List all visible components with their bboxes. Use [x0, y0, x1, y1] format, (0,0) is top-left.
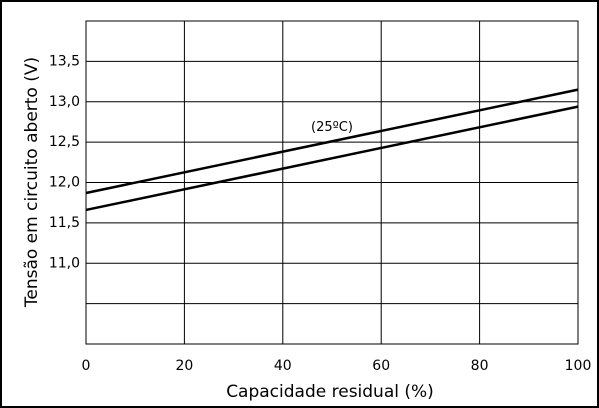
- y-tick-label: 12,5: [49, 134, 80, 150]
- y-tick-label: 13,5: [49, 53, 80, 69]
- x-tick-label: 100: [565, 358, 592, 374]
- line: [85, 105, 579, 212]
- y-tick-label: 13,0: [49, 94, 80, 110]
- y-axis-label: Tensão em circuito aberto (V): [22, 57, 42, 308]
- y-tick-label: 12,0: [49, 175, 80, 191]
- y-tick-label: 11,0: [49, 255, 80, 271]
- line: [85, 88, 579, 195]
- x-axis-label: Capacidade residual (%): [226, 382, 434, 402]
- y-tick-label: 11,5: [49, 215, 80, 231]
- annotation: (25ºC): [311, 120, 353, 135]
- x-tick-label: 60: [372, 358, 390, 374]
- x-tick-label: 0: [82, 358, 91, 374]
- x-tick-label: 40: [274, 358, 292, 374]
- x-tick-label: 80: [471, 358, 489, 374]
- x-tick-label: 20: [175, 358, 193, 374]
